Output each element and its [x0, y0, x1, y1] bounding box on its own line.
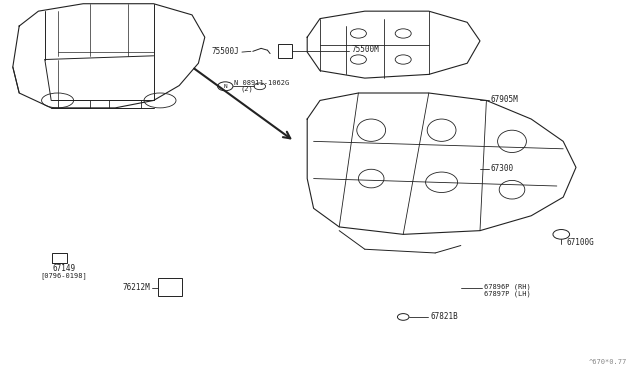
Text: N: N	[223, 84, 227, 89]
Text: 67100G: 67100G	[566, 238, 594, 247]
Text: N 08911-1062G: N 08911-1062G	[234, 80, 289, 86]
Text: 67905M: 67905M	[490, 95, 518, 104]
Text: (2): (2)	[240, 85, 253, 92]
Text: [0796-0198]: [0796-0198]	[40, 272, 88, 279]
Bar	[278, 44, 292, 58]
Text: 75500J: 75500J	[212, 47, 239, 56]
Bar	[158, 278, 182, 296]
Text: 67300: 67300	[490, 164, 513, 173]
Bar	[109, 100, 141, 108]
Text: 67897P (LH): 67897P (LH)	[484, 291, 531, 297]
Text: 75500M: 75500M	[352, 45, 380, 54]
Text: 67821B: 67821B	[430, 312, 458, 321]
Text: 67149: 67149	[52, 264, 76, 273]
Text: 76212M: 76212M	[122, 283, 150, 292]
Text: ^670*0.77: ^670*0.77	[589, 359, 627, 365]
Bar	[52, 253, 67, 263]
Bar	[58, 100, 90, 108]
Text: 67896P (RH): 67896P (RH)	[484, 283, 531, 290]
